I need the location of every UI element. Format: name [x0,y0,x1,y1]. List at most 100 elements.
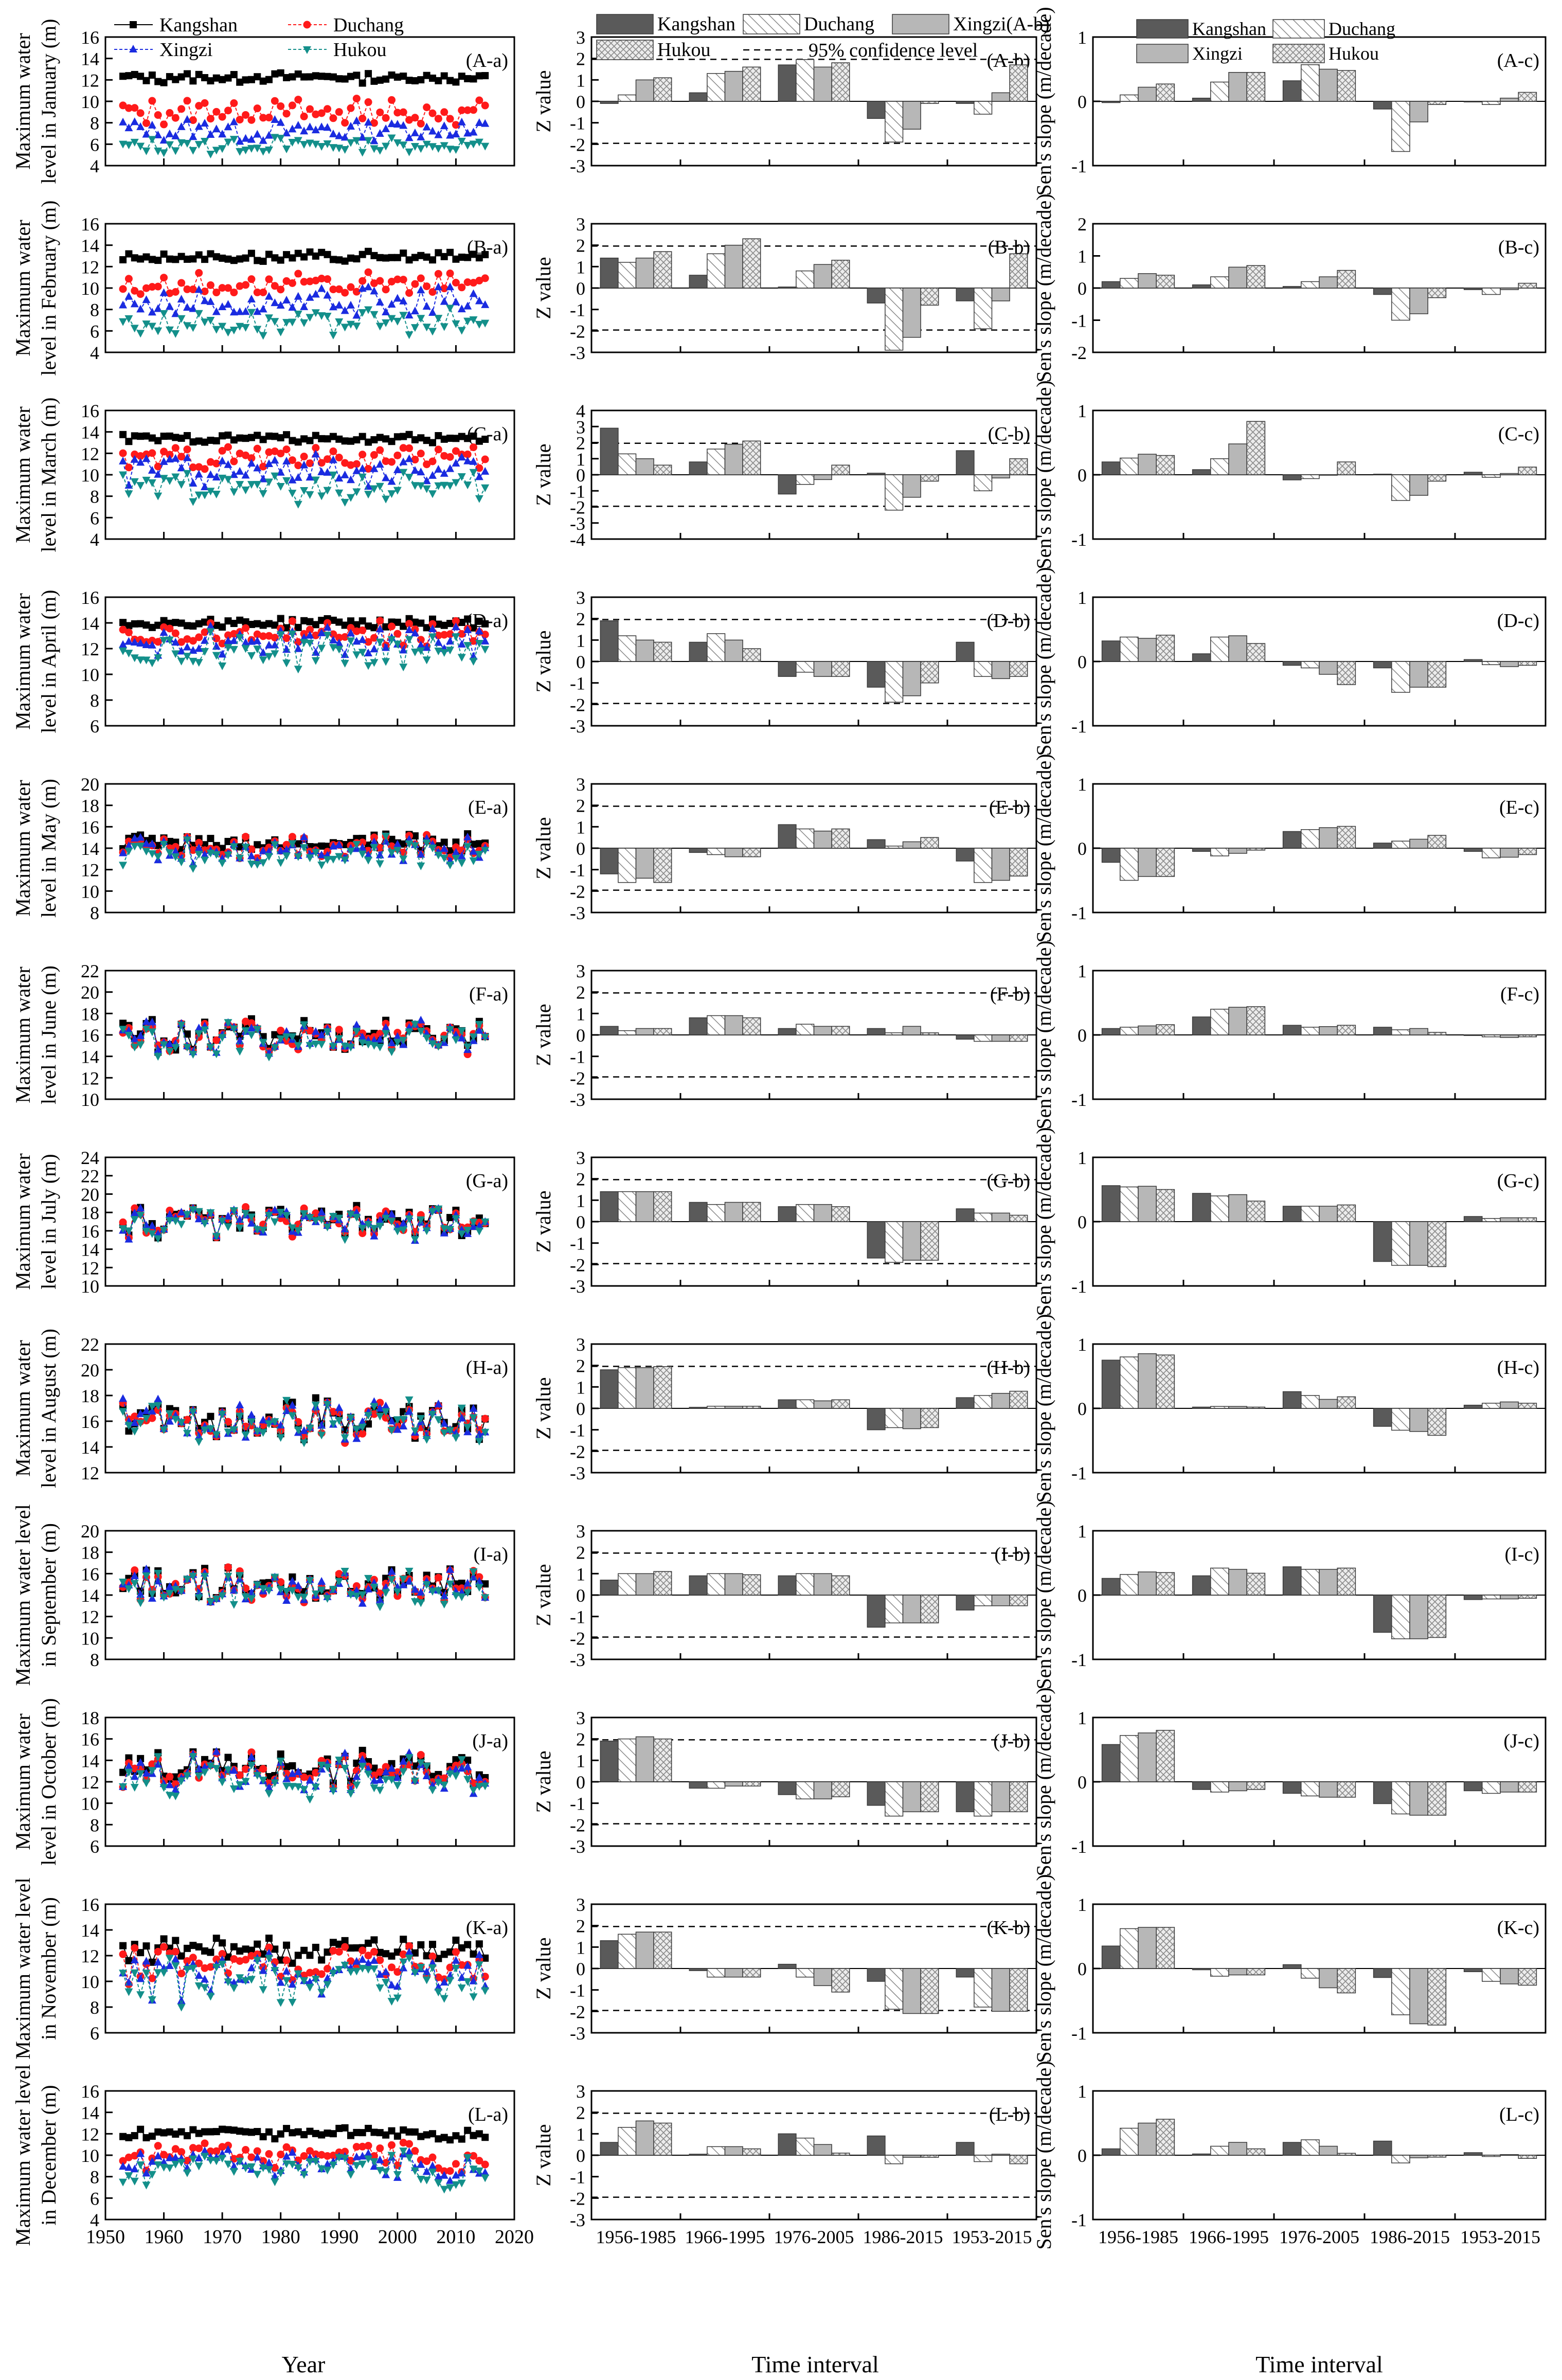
point-hukou [446,482,455,490]
point-duchang [282,2143,291,2151]
point-duchang [405,289,414,297]
y-tick-label: 10 [81,2145,99,2166]
point-hukou [469,140,478,149]
point-xingzi [229,636,238,645]
legend-label: Xingzi [1192,43,1243,64]
point-kangshan [423,2131,430,2139]
y-axis-label-line1: Maximum water [11,220,34,356]
bar-kangshan [1101,2148,1121,2156]
bar-xingzi [1138,1186,1157,1222]
point-xingzi [130,1956,139,1964]
y-axis-label-text: Sen's slope (m/decade) [1032,1500,1055,1689]
point-hukou [358,1591,367,1599]
point-hukou [317,1216,326,1224]
legend-label: Hukou [1328,43,1379,64]
point-hukou [317,492,326,500]
bar-hukou [831,1206,850,1222]
y-axis-label-text: Sen's slope (m/decade) [1032,1127,1055,1316]
point-duchang [428,109,437,117]
point-hukou [469,1993,478,2001]
point-hukou [154,853,163,861]
point-hukou [358,649,367,657]
point-xingzi [177,1208,186,1216]
point-xingzi [136,458,145,466]
point-hukou [271,1967,279,1975]
point-duchang [370,119,378,127]
point-hukou [375,323,384,331]
point-xingzi [148,120,156,129]
y-axis-label: Maximum water level in March (m) [11,398,60,552]
point-duchang [405,2140,414,2148]
point-kangshan [329,616,337,624]
point-hukou [469,1786,478,1795]
y-tick-label: 0 [1078,838,1087,859]
point-hukou [335,1966,344,1974]
y-tick-label: -3 [570,156,585,176]
point-kangshan [277,434,284,442]
point-hukou [306,139,314,148]
point-hukou [142,1026,151,1034]
point-hukou [370,1225,379,1233]
bar-hukou [1246,1006,1266,1035]
point-hukou [410,2167,419,2175]
point-hukou [154,1402,163,1410]
point-xingzi [428,624,437,633]
point-xingzi [212,124,221,133]
series-line-hukou [122,1208,486,1241]
point-duchang [370,833,378,842]
point-hukou [469,857,478,865]
point-kangshan [458,619,465,627]
bar-xingzi [1138,1927,1157,1969]
point-kangshan [470,432,477,440]
point-hukou [271,1044,279,1052]
point-kangshan [236,616,244,624]
point-xingzi [382,1401,390,1409]
point-duchang [218,284,226,292]
point-xingzi [119,456,128,464]
point-hukou [124,847,133,855]
point-duchang [370,451,378,459]
point-hukou [410,482,419,490]
point-hukou [382,142,390,151]
point-hukou [201,1572,209,1581]
point-xingzi [171,131,180,139]
point-duchang [452,1948,460,1956]
point-hukou [206,2157,215,2165]
point-hukou [253,326,262,334]
point-kangshan [353,436,361,444]
point-kangshan [177,1952,185,1960]
y-tick-label: 3 [576,2081,585,2102]
point-hukou [136,1770,145,1778]
point-xingzi [317,628,326,636]
point-duchang [119,449,127,457]
legend-label: Hukou [333,39,386,61]
point-hukou [317,862,326,870]
point-hukou [422,1227,431,1236]
point-kangshan [247,249,255,257]
point-xingzi [171,309,180,317]
point-hukou [224,329,232,337]
point-hukou [294,1042,302,1050]
bar-hukou [1156,2119,1175,2156]
point-duchang [119,285,127,293]
y-axis-label-text: Z value [532,1564,555,1626]
point-duchang [481,1415,489,1423]
point-kangshan [452,78,460,86]
point-hukou [434,1416,443,1424]
point-hukou [428,1588,437,1596]
panel-tag: (A-c) [1497,50,1539,71]
point-xingzi [440,2171,448,2179]
point-hukou [410,1021,419,1029]
point-duchang [277,285,285,294]
bar-kangshan [778,1399,797,1409]
bar-kangshan [689,1407,708,1409]
point-kangshan [142,253,150,261]
bar-hukou [653,1738,672,1782]
point-hukou [306,491,314,499]
point-hukou [463,1978,472,1986]
point-duchang [306,1027,314,1035]
point-hukou [124,315,133,323]
